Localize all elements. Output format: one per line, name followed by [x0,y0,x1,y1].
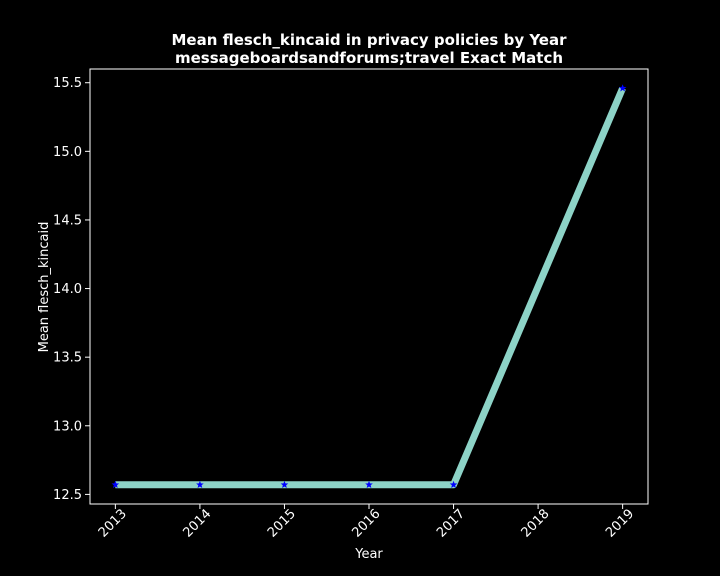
chart-title: Mean flesch_kincaid in privacy policies … [171,31,567,49]
chart-subtitle: messageboardsandforums;travel Exact Matc… [175,49,563,67]
data-point-marker [196,480,204,489]
x-axis-label: Year [354,547,383,562]
data-point-marker [618,84,627,92]
series-line [115,86,626,489]
series-layer [111,84,627,489]
data-point-marker [280,480,289,489]
y-axis: 12.5 13.0 13.5 14.0 14.5 15.0 15.5 [53,76,90,503]
data-point-marker [449,480,458,489]
y-tick-label: 13.0 [53,419,82,434]
data-point-marker [111,480,120,489]
y-tick-label: 15.0 [53,145,82,160]
data-point-marker [365,480,373,489]
y-tick-label: 12.5 [53,488,82,503]
y-tick-label: 14.5 [53,213,82,228]
y-tick-label: 13.5 [53,351,82,366]
y-tick-label: 15.5 [53,76,82,91]
y-axis-label: Mean flesch_kincaid [37,222,52,353]
y-tick-label: 14.0 [53,282,82,297]
